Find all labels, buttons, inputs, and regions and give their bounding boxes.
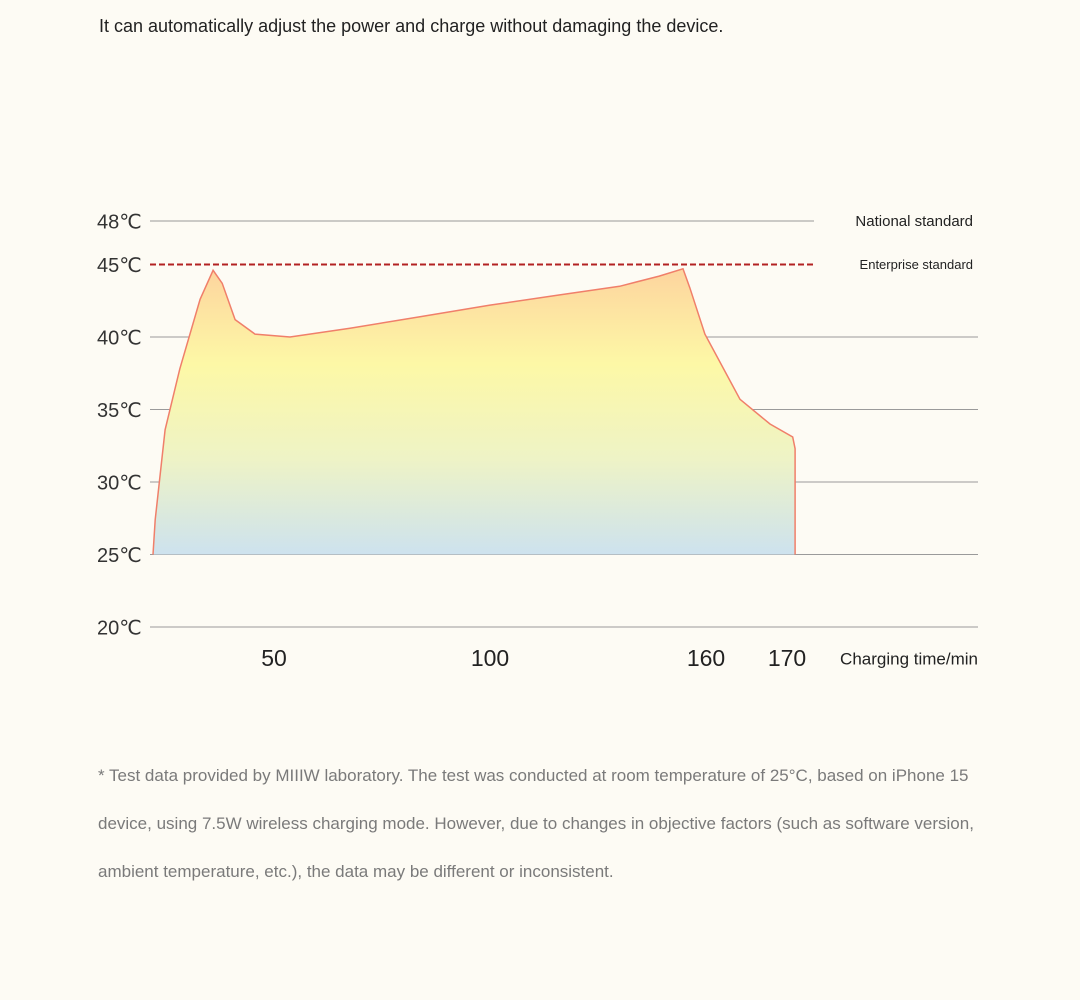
y-tick-label: 30℃ [97,472,142,494]
y-tick-label: 45℃ [97,255,142,277]
x-tick-label: 160 [687,645,725,671]
x-tick-label: 170 [768,645,806,671]
footnote: * Test data provided by MIIIW laboratory… [98,766,974,881]
x-tick-label: 50 [261,645,287,671]
x-tick-label: 100 [471,645,509,671]
x-axis-label: Charging time/min [840,649,978,668]
area-fill [153,268,796,555]
area-line [152,267,796,555]
y-tick-label: 40℃ [97,327,142,349]
y-tick-label: 48℃ [97,211,142,233]
reference-label: National standard [855,213,973,230]
y-tick-label: 25℃ [97,545,142,567]
reference-label: Enterprise standard [860,257,973,272]
y-tick-label: 35℃ [97,400,142,422]
y-tick-label: 20℃ [97,617,142,639]
header-text: It can automatically adjust the power an… [99,16,724,36]
chart: 20℃ 25℃ 30℃ 35℃ 40℃ 45℃ 48℃ National standard En… [97,211,978,671]
